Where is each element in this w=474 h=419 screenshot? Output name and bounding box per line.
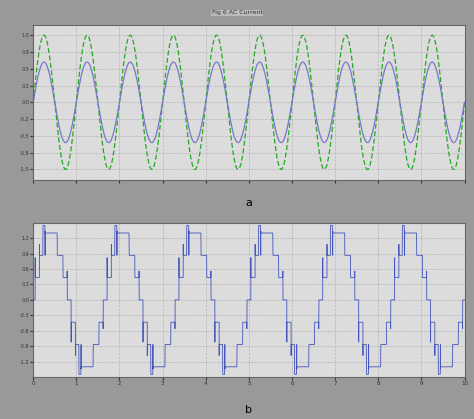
Text: a: a	[246, 198, 252, 208]
Text: Fig 6 AC Current: Fig 6 AC Current	[211, 10, 263, 16]
Text: b: b	[246, 405, 252, 415]
